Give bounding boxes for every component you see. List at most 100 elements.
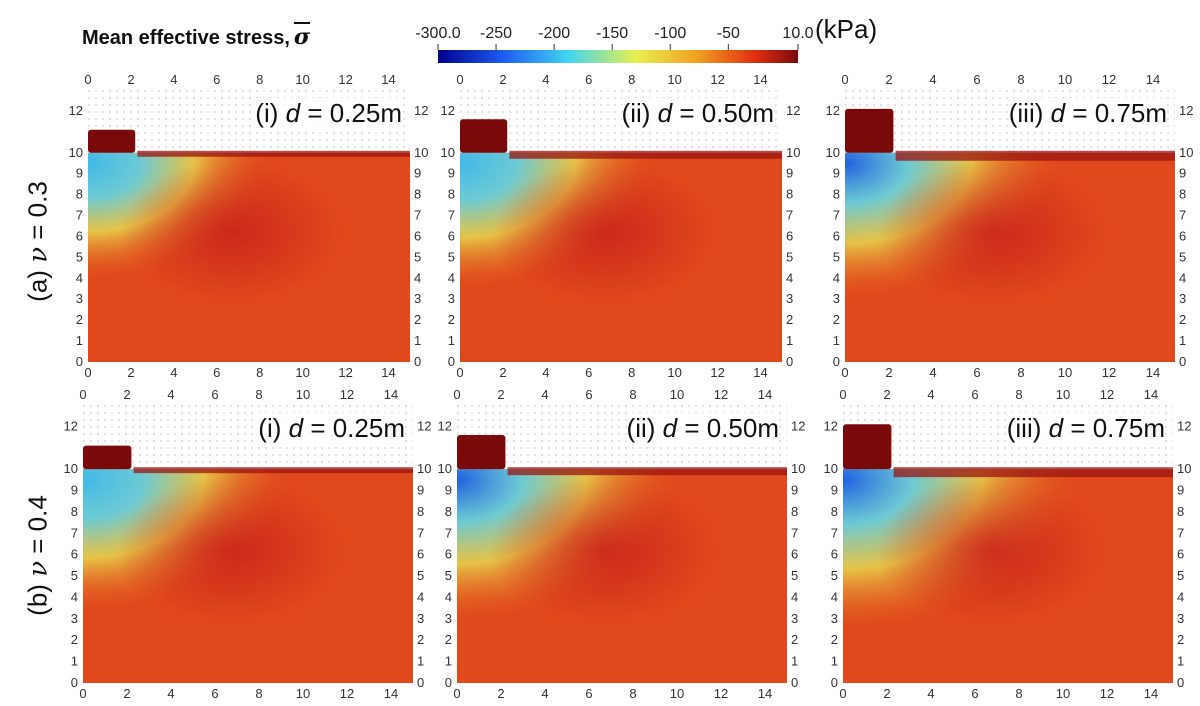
y-tick-label-left: 7 xyxy=(445,525,452,540)
y-tick-label-left: 12 xyxy=(69,103,83,118)
y-tick-label-left: 4 xyxy=(831,589,838,604)
y-tick-label-left: 7 xyxy=(831,525,838,540)
y-tick-label-right: 0 xyxy=(414,354,421,369)
x-tick-label-bottom: 0 xyxy=(839,686,846,701)
y-tick-label-left: 4 xyxy=(448,270,455,285)
surface-heave-band xyxy=(133,467,413,474)
x-tick-label-bottom: 6 xyxy=(585,365,592,380)
y-tick-label-left: 7 xyxy=(71,525,78,540)
x-tick-label-bottom: 12 xyxy=(340,686,354,701)
x-tick-label-top: 2 xyxy=(883,387,890,402)
x-tick-label-bottom: 8 xyxy=(255,686,262,701)
row-label-value: = 0.3 xyxy=(22,181,53,240)
x-tick-label-top: 12 xyxy=(710,72,724,87)
y-tick-label-right: 0 xyxy=(791,675,798,690)
panel-title-var: d xyxy=(1048,413,1064,443)
x-tick-label-top: 6 xyxy=(585,72,592,87)
colorbar-tick-label: -250 xyxy=(480,25,512,42)
x-tick-label-top: 14 xyxy=(381,72,395,87)
y-tick-label-right: 10 xyxy=(1177,461,1191,476)
x-tick-label-top: 6 xyxy=(973,72,980,87)
y-tick-label-right: 8 xyxy=(417,504,424,519)
x-tick-label-bottom: 14 xyxy=(381,365,395,380)
y-tick-label-right: 9 xyxy=(414,166,421,181)
y-tick-label-left: 0 xyxy=(76,354,83,369)
y-tick-label-left: 1 xyxy=(445,654,452,669)
x-tick-label-top: 2 xyxy=(127,72,134,87)
x-tick-label-bottom: 4 xyxy=(542,365,549,380)
x-tick-label-top: 2 xyxy=(885,72,892,87)
y-tick-label-left: 2 xyxy=(448,312,455,327)
y-tick-label-right: 1 xyxy=(417,654,424,669)
y-tick-label-left: 9 xyxy=(71,483,78,498)
panel-title-value: = 0.25m xyxy=(303,413,405,443)
y-tick-label-left: 0 xyxy=(831,675,838,690)
y-tick-label-right: 6 xyxy=(791,547,798,562)
colorbar: -300.0 -250 -200 -150 -100 -50 10.0 xyxy=(415,25,814,63)
y-tick-label-right: 2 xyxy=(1177,632,1184,647)
y-tick-label-right: 5 xyxy=(417,568,424,583)
y-tick-label-left: 2 xyxy=(833,312,840,327)
row-label-prefix: (a) xyxy=(22,270,53,302)
y-tick-label-left: 12 xyxy=(438,418,452,433)
stress-panel-0-2: 0 0 1 1 2 2 3 3 4 4 5 5 6 6 7 7 8 8 9 9 10 10 12 12 0 0 2 2 4 4 6 6 8 8 10… xyxy=(826,72,1194,380)
stress-zone-high xyxy=(83,469,413,683)
y-tick-label-left: 9 xyxy=(831,483,838,498)
colorbar-tick-label: 10.0 xyxy=(782,25,813,42)
x-tick-label-top: 8 xyxy=(256,72,263,87)
x-tick-label-top: 8 xyxy=(1015,387,1022,402)
y-tick-label-left: 10 xyxy=(441,145,455,160)
x-tick-label-bottom: 12 xyxy=(714,686,728,701)
panel-title: (i) d = 0.25m xyxy=(258,413,405,444)
x-tick-label-top: 14 xyxy=(384,387,398,402)
y-tick-label-right: 6 xyxy=(1177,547,1184,562)
y-tick-label-right: 8 xyxy=(791,504,798,519)
y-tick-label-right: 0 xyxy=(417,675,424,690)
y-tick-label-left: 6 xyxy=(71,547,78,562)
panel-title-value: = 0.25m xyxy=(300,98,402,128)
x-tick-label-bottom: 12 xyxy=(1100,686,1114,701)
panel-title-var: d xyxy=(285,98,301,128)
y-tick-label-left: 5 xyxy=(445,568,452,583)
y-tick-label-left: 6 xyxy=(833,228,840,243)
colorbar-tick-label: -300.0 xyxy=(415,25,460,42)
y-tick-label-left: 5 xyxy=(76,249,83,264)
y-tick-label-left: 0 xyxy=(448,354,455,369)
y-tick-label-left: 9 xyxy=(448,166,455,181)
x-tick-label-top: 4 xyxy=(167,387,174,402)
y-tick-label-right: 2 xyxy=(417,632,424,647)
x-tick-label-bottom: 12 xyxy=(338,365,352,380)
y-tick-label-right: 1 xyxy=(791,654,798,669)
x-tick-label-bottom: 10 xyxy=(1056,686,1070,701)
y-tick-label-right: 3 xyxy=(1177,611,1184,626)
y-tick-label-right: 4 xyxy=(414,270,421,285)
x-tick-label-top: 6 xyxy=(211,387,218,402)
panel-title-var: d xyxy=(288,413,304,443)
footing xyxy=(460,119,508,153)
y-tick-label-left: 2 xyxy=(76,312,83,327)
x-tick-label-bottom: 0 xyxy=(453,686,460,701)
y-tick-label-left: 0 xyxy=(445,675,452,690)
x-tick-label-top: 8 xyxy=(255,387,262,402)
poisson-symbol: ν xyxy=(23,560,54,577)
x-tick-label-top: 0 xyxy=(841,72,848,87)
x-tick-label-top: 6 xyxy=(585,387,592,402)
y-tick-label-right: 7 xyxy=(791,525,798,540)
y-tick-label-right: 0 xyxy=(1179,354,1186,369)
x-tick-label-bottom: 4 xyxy=(927,686,934,701)
y-tick-label-right: 5 xyxy=(786,249,793,264)
x-tick-label-bottom: 2 xyxy=(497,686,504,701)
y-tick-label-left: 3 xyxy=(71,611,78,626)
row-label-prefix: (b) xyxy=(22,584,53,616)
stress-zone-high xyxy=(88,152,410,362)
y-tick-label-left: 8 xyxy=(76,187,83,202)
x-tick-label-bottom: 14 xyxy=(758,686,772,701)
x-tick-label-top: 6 xyxy=(971,387,978,402)
y-tick-label-right: 0 xyxy=(786,354,793,369)
x-tick-label-bottom: 8 xyxy=(1017,365,1024,380)
y-tick-label-right: 12 xyxy=(786,103,800,118)
x-tick-label-bottom: 12 xyxy=(1102,365,1116,380)
y-tick-label-left: 3 xyxy=(76,291,83,306)
